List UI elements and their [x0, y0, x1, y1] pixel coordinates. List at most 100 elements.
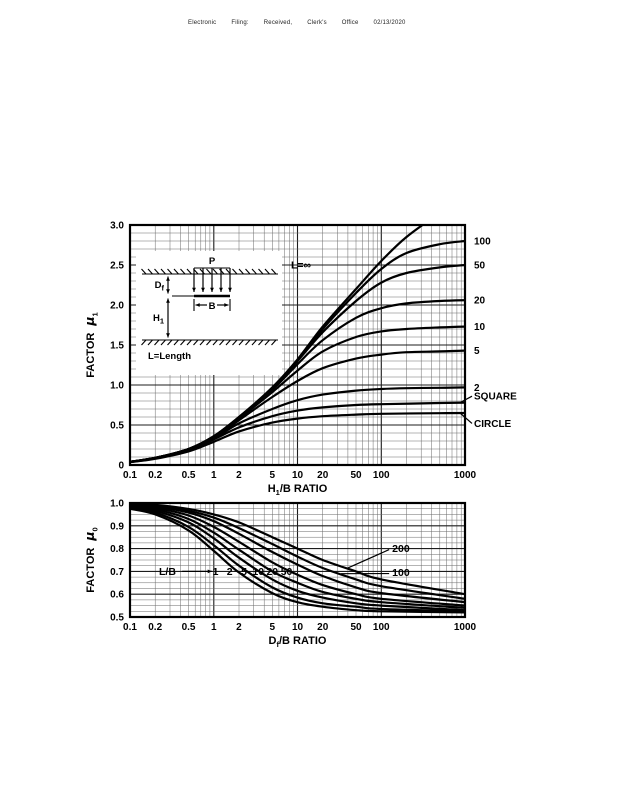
hatch-tick: [186, 339, 192, 346]
hatch-tick: [154, 268, 160, 275]
curve-label-L/B: L/B: [159, 566, 176, 578]
y-tick-label: 2.5: [110, 261, 124, 272]
curve-L/B=50: [130, 503, 465, 604]
hatch-tick: [232, 339, 238, 346]
x-tick-label: 100: [373, 470, 390, 481]
svg-tspan: D: [269, 635, 277, 647]
length-note-label: L=Length: [148, 351, 191, 362]
curve-L/B=1: [130, 507, 465, 614]
curve-L/B=200: [130, 503, 465, 596]
series-label-20: 20: [474, 296, 486, 307]
hatch-tick: [238, 268, 244, 275]
arrowhead: [201, 287, 205, 292]
y-tick-label: 1.0: [110, 499, 124, 510]
x-tick-label: 50: [350, 470, 362, 481]
grid: [129, 502, 466, 618]
hatch-tick: [180, 339, 186, 346]
hatch-tick: [160, 339, 166, 346]
hatch-tick: [212, 339, 218, 346]
x-tick-label: 100: [373, 622, 390, 633]
hatch-tick: [219, 268, 225, 275]
load-label: P: [209, 256, 216, 267]
svg-tspan: /B RATIO: [279, 635, 327, 647]
y-tick-label: 0.9: [110, 521, 124, 532]
arrowhead: [228, 287, 232, 292]
y-axis-title: FACTOR μ0: [82, 527, 100, 592]
series-label-10: 10: [474, 322, 486, 333]
df-depth-label: Df: [155, 280, 165, 293]
hatch-tick: [173, 339, 179, 346]
leader-line: [459, 412, 473, 424]
curve-label-1: 1: [213, 566, 219, 578]
x-axis-title: Df/B RATIO: [269, 635, 327, 649]
embedment-factor-mu0-chart: 0.1 0.2 0.5 1 2 5 10 20 50 100 10000.50.60.70.80.9…: [82, 499, 477, 650]
hatch-tick: [154, 339, 160, 346]
hatch-tick: [160, 268, 166, 275]
arrowhead: [207, 569, 212, 574]
y-tick-label: 0: [118, 461, 124, 472]
efiling-stamp-word: Office: [341, 20, 359, 26]
series-label-200: 200: [392, 543, 410, 555]
arrowhead: [210, 287, 214, 292]
curve-CIRCLE: [130, 411, 465, 464]
hatch-tick: [219, 339, 225, 346]
b-width-label: B: [209, 301, 216, 312]
hatch-tick: [245, 339, 251, 346]
x-tick-label: 2: [236, 470, 242, 481]
arrowhead: [192, 287, 196, 292]
efiling-stamp: Electronic Filing: Received, Clerk's Off…: [188, 20, 406, 26]
curves: [130, 503, 465, 614]
x-tick-label: 0.5: [182, 622, 196, 633]
hatch-tick: [141, 268, 147, 275]
series-label-50: 50: [474, 261, 486, 272]
hatch-tick: [193, 339, 199, 346]
y-tick-labels: 0.5 0.6 0.7 0.8 0.9 1.0: [110, 499, 124, 624]
y-tick-label: 0.7: [110, 567, 124, 578]
series-label-100: 100: [392, 567, 410, 579]
hatch-tick: [264, 268, 270, 275]
arrowhead: [219, 287, 223, 292]
hatch-tick: [238, 339, 244, 346]
x-tick-label: 0.1: [123, 470, 137, 481]
x-tick-label: 2: [236, 622, 242, 633]
y-tick-label: 2.0: [110, 301, 124, 312]
hatch-tick: [167, 339, 173, 346]
efiling-stamp-word: Electronic: [188, 20, 217, 26]
hatch-tick: [251, 339, 257, 346]
hatch-tick: [173, 268, 179, 275]
x-tick-labels: 0.1 0.2 0.5 1 2 5 10 20 50 100 1000: [123, 470, 477, 481]
series-label-100: 100: [474, 237, 491, 248]
arrowhead: [166, 276, 170, 281]
efiling-stamp-word: Clerk's: [307, 20, 327, 26]
x-axis-title: H1/B RATIO: [268, 483, 328, 497]
arrowhead: [166, 289, 170, 294]
curve-label-5: 5: [241, 566, 247, 578]
svg-tspan: μ: [82, 531, 97, 541]
x-tick-label: 0.2: [148, 470, 162, 481]
svg-tspan: 1: [160, 317, 164, 326]
curve-L/B=20: [130, 504, 465, 607]
hatch-tick: [167, 268, 173, 275]
curve-L/B=2: [130, 506, 465, 613]
hatch-tick: [147, 268, 153, 275]
curve-L/B=10: [130, 504, 465, 609]
hatch-tick: [232, 268, 238, 275]
x-tick-label: 1: [211, 622, 217, 633]
x-tick-labels: 0.1 0.2 0.5 1 2 5 10 20 50 100 1000: [123, 622, 477, 633]
svg-tspan: 0: [91, 527, 100, 531]
plot-frame: [128, 223, 467, 467]
curve-label-L=∞: L=∞: [291, 260, 312, 272]
svg-tspan: 1: [276, 488, 280, 497]
x-tick-label: 10: [292, 470, 304, 481]
curve-label-10: 10: [252, 566, 264, 578]
leader-line: [459, 395, 473, 404]
hatch-tick: [199, 268, 205, 275]
leader-line: [347, 549, 390, 569]
svg-tspan: 1: [91, 312, 100, 316]
hatch-tick: [251, 268, 257, 275]
hatch-tick: [186, 268, 192, 275]
arrowhead: [166, 298, 170, 303]
y-tick-label: 3.0: [110, 221, 124, 232]
